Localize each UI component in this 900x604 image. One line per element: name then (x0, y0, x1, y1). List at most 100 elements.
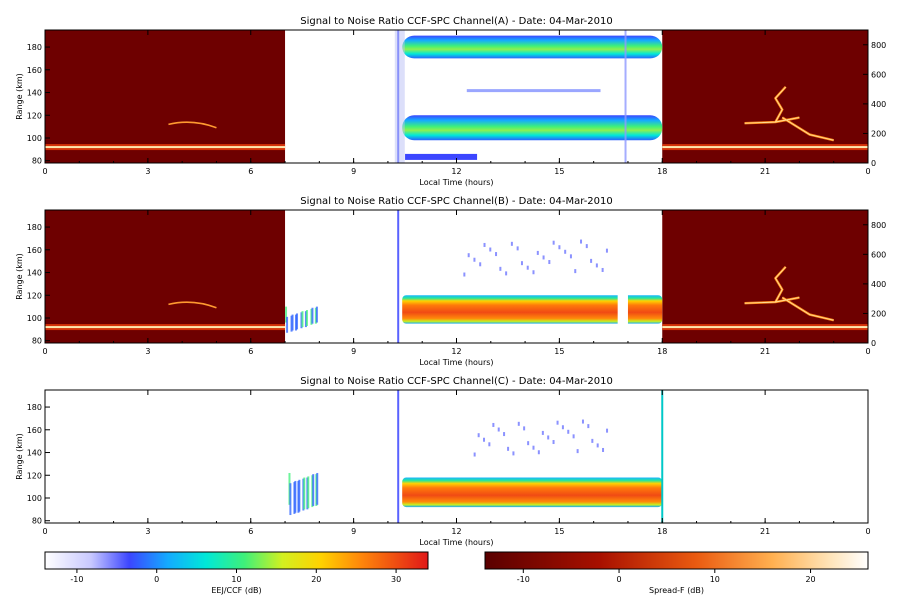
right-tick-label: 400 (871, 100, 886, 109)
y-tick-label: 140 (27, 449, 42, 458)
scatter-cluster (311, 307, 314, 324)
scatter-echo (596, 443, 599, 448)
panel-title: Signal to Noise Ratio CCF-SPC Channel(A)… (300, 16, 612, 27)
scatter-echo (526, 265, 529, 270)
spreadf-block (45, 210, 286, 343)
y-tick-label: 80 (32, 337, 42, 346)
y-axis-label: Range (km) (15, 433, 24, 480)
scatter-echo (467, 253, 470, 258)
scatter-echo (564, 249, 567, 254)
x-tick-label: 6 (248, 527, 253, 536)
y-tick-label: 160 (27, 246, 42, 255)
x-tick-label: 3 (145, 527, 150, 536)
x-tick-label: 6 (248, 167, 253, 176)
scatter-echo (548, 260, 551, 265)
x-tick-label: 21 (760, 167, 770, 176)
scatter-echo (580, 239, 583, 244)
scatter-cluster (307, 476, 310, 509)
right-tick-label: 200 (871, 129, 886, 138)
x-tick-label: 18 (657, 167, 667, 176)
x-tick-label: 15 (554, 527, 564, 536)
scatter-echo (473, 452, 476, 457)
scatter-cluster (301, 311, 304, 328)
spreadf-plume-core (744, 86, 834, 141)
scatter-echo (532, 445, 535, 450)
vertical-stripe-haze (394, 30, 405, 163)
scatter-echo (497, 427, 500, 432)
vertical-stripe (397, 210, 400, 343)
x-tick-label: 3 (145, 347, 150, 356)
scatter-cluster (294, 480, 297, 513)
scatter-echo (505, 271, 508, 276)
spreadf-baseline (45, 146, 286, 149)
x-tick-label: 12 (451, 167, 461, 176)
y-tick-label: 120 (27, 111, 42, 120)
scatter-echo (602, 447, 605, 452)
x-tick-label: 3 (145, 167, 150, 176)
scatter-echo (483, 242, 486, 247)
colorbar-tick-label: 0 (154, 575, 159, 584)
scatter-cluster (305, 310, 308, 326)
eej-band (402, 295, 663, 324)
x-tick-label: 0 (865, 347, 870, 356)
panel-2: Signal to Noise Ratio CCF-SPC Channel(B)… (15, 196, 886, 367)
colorbar-tick-label: 20 (805, 575, 815, 584)
y-axis-label: Range (km) (15, 73, 24, 120)
right-tick-label: 800 (871, 41, 886, 50)
y-tick-label: 120 (27, 471, 42, 480)
y-tick-label: 80 (32, 517, 42, 526)
scatter-cluster (294, 314, 297, 331)
x-axis-label: Local Time (hours) (419, 538, 493, 547)
scatter-echo (510, 241, 513, 246)
colorbar-tick-label: -10 (517, 575, 530, 584)
scatter-echo (561, 425, 564, 430)
x-tick-label: 0 (42, 527, 47, 536)
scatter-echo (463, 272, 466, 277)
panel-3: Signal to Noise Ratio CCF-SPC Channel(C)… (15, 376, 871, 547)
spreadf-arc (168, 301, 217, 309)
scatter-echo (527, 441, 530, 446)
y-tick-label: 140 (27, 89, 42, 98)
panel-1: Signal to Noise Ratio CCF-SPC Channel(A)… (15, 16, 886, 187)
panel-title: Signal to Noise Ratio CCF-SPC Channel(B)… (300, 196, 613, 207)
scatter-cluster (312, 474, 315, 506)
scatter-echo (601, 267, 604, 272)
y-tick-label: 100 (27, 314, 42, 323)
scatter-echo (532, 270, 535, 275)
scatter-echo (541, 430, 544, 435)
eej-band (402, 115, 663, 141)
vertical-stripe (661, 390, 664, 523)
plot-area (45, 390, 868, 523)
scatter-cluster (289, 483, 292, 516)
y-tick-label: 100 (27, 494, 42, 503)
eej-band (402, 35, 663, 59)
eej-gap (617, 293, 628, 326)
scatter-echo (492, 422, 495, 427)
plot-area (45, 210, 868, 343)
colorbar-gradient (484, 551, 869, 570)
scatter-echo (520, 261, 523, 266)
scatter-echo (488, 442, 491, 447)
x-tick-label: 15 (554, 347, 564, 356)
scatter-echo (552, 240, 555, 245)
scatter-echo (503, 432, 506, 437)
y-tick-label: 180 (27, 43, 42, 52)
eej-band (402, 477, 663, 508)
spreadf-block (662, 210, 868, 343)
scatter-cluster (296, 313, 299, 330)
scatter-cluster (304, 311, 307, 328)
y-tick-label: 160 (27, 426, 42, 435)
scatter-echo (542, 255, 545, 260)
vertical-stripe (624, 30, 627, 163)
scatter-echo (558, 245, 561, 250)
x-tick-label: 0 (42, 167, 47, 176)
x-tick-label: 18 (657, 527, 667, 536)
scatter-cluster (303, 477, 306, 510)
scatter-band (466, 89, 601, 93)
right-tick-label: 800 (871, 221, 886, 230)
spreadf-baseline (45, 326, 286, 329)
x-tick-label: 6 (248, 347, 253, 356)
scatter-echo (495, 252, 498, 257)
scatter-echo (591, 438, 594, 443)
